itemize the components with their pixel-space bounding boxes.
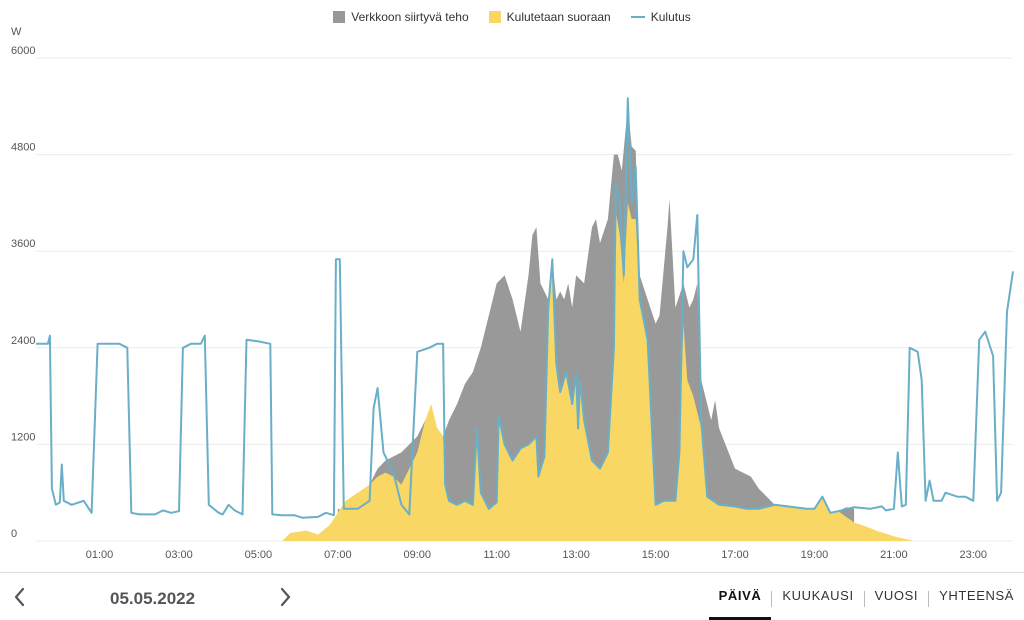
legend-label-grid-feed: Verkkoon siirtyvä teho: [351, 10, 469, 24]
y-tick-label: 4800: [11, 142, 35, 154]
legend-label-consumption: Kulutus: [650, 10, 691, 24]
tab-divider: [928, 591, 930, 607]
y-tick-label: 2400: [11, 335, 35, 347]
legend-swatch-direct-consumption: [488, 11, 501, 23]
series-area-direct-consumption: [282, 202, 914, 541]
series-line-consumption: [36, 97, 1014, 519]
x-tick-label: 07:00: [324, 549, 352, 560]
tab-year[interactable]: VUOSI: [874, 588, 919, 603]
x-tick-label: 09:00: [404, 549, 432, 560]
y-tick-label: 0: [11, 528, 17, 540]
date-navigation-bar: 05.05.2022 PÄIVÄ KUUKAUSI VUOSI YHTEENSÄ: [0, 572, 1024, 620]
y-tick-label: 3600: [11, 238, 35, 250]
y-tick-label: 6000: [11, 45, 35, 57]
series-area-grid-feed: [337, 106, 855, 542]
x-tick-label: 21:00: [880, 549, 908, 560]
x-tick-label: 03:00: [165, 549, 193, 560]
tab-divider: [863, 591, 865, 607]
x-tick-label: 23:00: [960, 549, 988, 560]
tab-total[interactable]: YHTEENSÄ: [939, 588, 1014, 603]
chevron-right-icon: [280, 587, 291, 607]
y-tick-label: 1200: [11, 431, 35, 443]
chart-legend: Verkkoon siirtyvä teho Kulutetaan suoraa…: [0, 10, 1024, 24]
next-day-button[interactable]: [271, 583, 299, 611]
x-tick-label: 17:00: [721, 549, 749, 560]
x-tick-label: 15:00: [642, 549, 670, 560]
chevron-left-icon: [14, 587, 25, 607]
previous-day-button[interactable]: [6, 583, 34, 611]
x-tick-label: 11:00: [483, 549, 510, 560]
energy-chart: 0 1200 2400 3600 4800 6000 01:00 03:00 05:00 07:0…: [11, 45, 1014, 560]
y-axis-unit-label: W: [11, 26, 22, 38]
x-tick-label: 19:00: [801, 549, 829, 560]
selected-date: 05.05.2022: [110, 589, 196, 608]
x-tick-label: 05:00: [245, 549, 273, 560]
tab-day[interactable]: PÄIVÄ: [708, 588, 772, 620]
legend-item-grid-feed[interactable]: Verkkoon siirtyvä teho: [333, 10, 469, 24]
legend-label-direct-consumption: Kulutetaan suoraan: [506, 10, 611, 24]
legend-swatch-grid-feed: [333, 11, 346, 23]
legend-swatch-consumption: [630, 16, 645, 18]
x-tick-label: 13:00: [562, 549, 590, 560]
legend-item-direct-consumption[interactable]: Kulutetaan suoraan: [488, 10, 611, 24]
legend-item-consumption[interactable]: Kulutus: [630, 10, 691, 24]
tab-divider: [771, 591, 773, 607]
period-tabs: PÄIVÄ KUUKAUSI VUOSI YHTEENSÄ: [708, 588, 1024, 620]
x-tick-label: 01:00: [86, 549, 114, 560]
tab-month[interactable]: KUUKAUSI: [782, 588, 854, 603]
